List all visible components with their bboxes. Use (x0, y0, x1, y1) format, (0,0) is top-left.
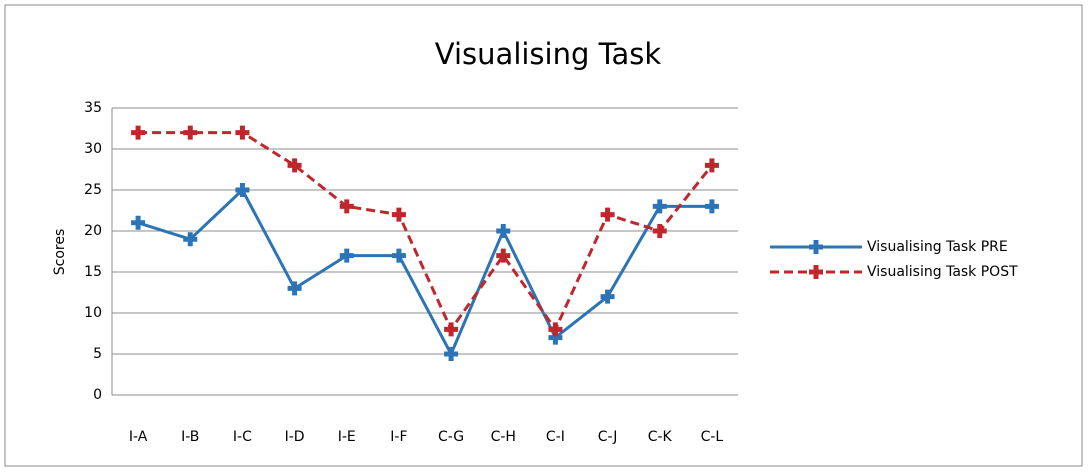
point-marker (235, 183, 250, 197)
x-tick-label: I-B (181, 429, 199, 445)
x-tick-label: C-I (546, 429, 565, 445)
point-marker (339, 199, 354, 214)
series-line (137, 187, 712, 358)
y-tick-label: 25 (84, 182, 102, 198)
x-tick-label: I-D (285, 429, 305, 445)
x-tick-label: I-C (233, 429, 252, 445)
chart-title: Visualising Task (435, 37, 662, 71)
point-marker (339, 248, 354, 263)
x-tick-label: C-G (438, 429, 464, 445)
x-tick-label: C-K (648, 429, 673, 445)
y-tick-label: 30 (84, 141, 102, 157)
chart-border (4, 4, 1083, 467)
point-marker (183, 125, 198, 140)
y-tick-label: 15 (84, 264, 102, 280)
point-marker (391, 248, 406, 263)
point-marker (652, 199, 667, 214)
legend-marker (809, 265, 823, 279)
point-marker (600, 289, 615, 304)
x-tick-label: C-H (491, 429, 516, 445)
x-tick-label: C-L (701, 429, 724, 445)
point-marker (548, 330, 563, 345)
point-marker (496, 224, 511, 238)
legend-label: Visualising Task POST (867, 264, 1018, 280)
point-marker (131, 125, 146, 140)
x-tick-label: I-A (129, 429, 148, 445)
point-marker (131, 215, 146, 230)
point-marker (548, 322, 563, 337)
point-marker (444, 347, 459, 361)
point-marker (235, 125, 250, 140)
point-marker (652, 224, 667, 238)
y-tick-label: 10 (84, 305, 102, 321)
point-marker (287, 281, 302, 296)
x-tick-label: C-J (598, 429, 618, 445)
y-tick-label: 5 (93, 346, 102, 362)
point-marker (183, 232, 198, 247)
point-marker (704, 158, 719, 173)
legend-marker (809, 240, 823, 254)
x-tick-label: I-E (338, 429, 356, 445)
point-marker (704, 199, 719, 214)
point-marker (600, 207, 615, 222)
point-marker (496, 248, 511, 263)
legend-label: Visualising Task PRE (867, 239, 1008, 255)
y-tick-label: 0 (93, 387, 102, 403)
point-marker (287, 158, 302, 173)
point-marker (391, 207, 406, 222)
point-marker (444, 322, 459, 337)
y-tick-label: 35 (84, 100, 102, 116)
y-axis-label: Scores (52, 229, 68, 276)
y-tick-label: 20 (84, 223, 102, 239)
x-tick-label: I-F (390, 429, 407, 445)
